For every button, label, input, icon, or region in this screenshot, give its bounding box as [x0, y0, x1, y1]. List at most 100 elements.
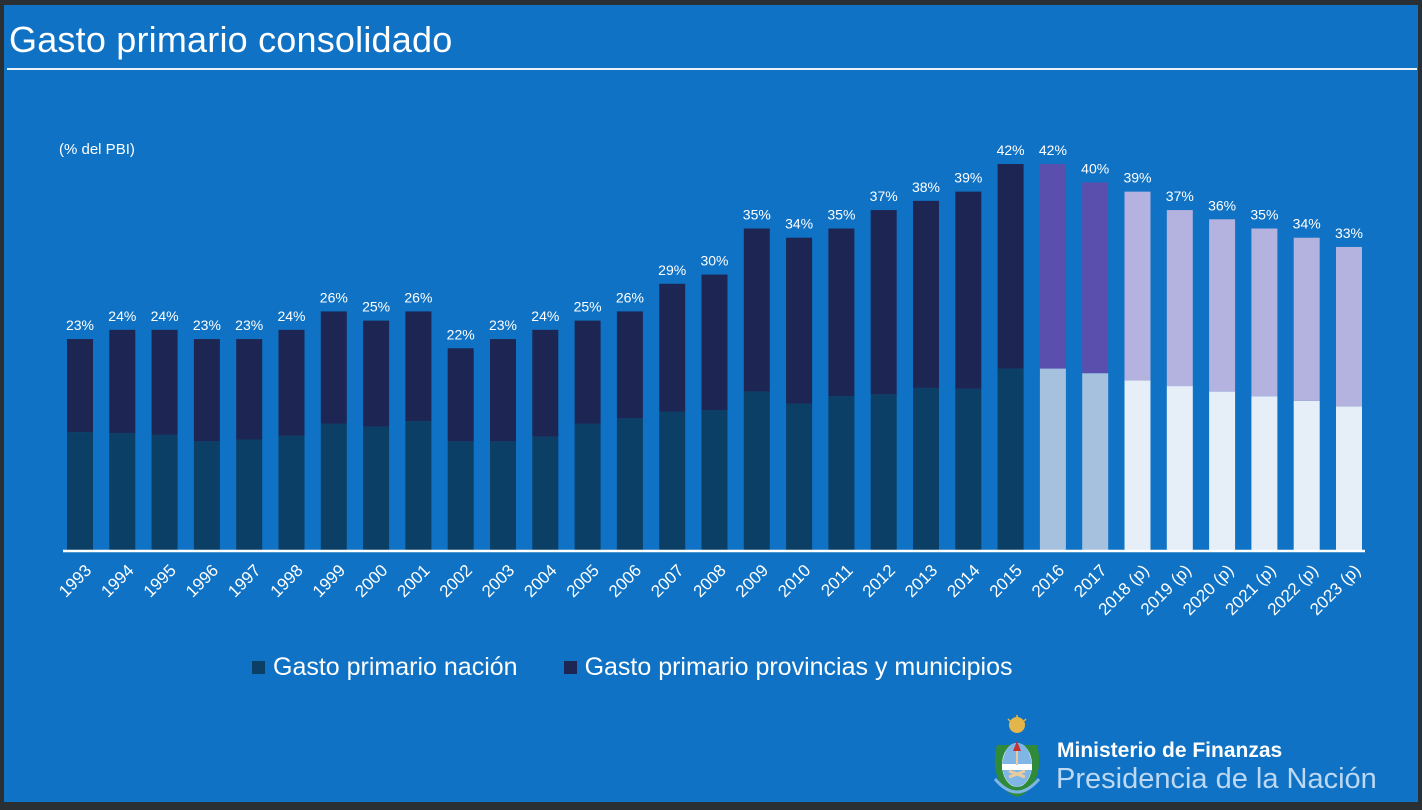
- data-label-2013: 38%: [912, 179, 940, 195]
- y-axis-unit-label: (% del PBI): [59, 141, 135, 158]
- data-label-2007: 29%: [658, 262, 686, 278]
- bar-provincias-2005: [574, 320, 601, 424]
- data-label-2010: 34%: [785, 216, 813, 232]
- bar-nacion-2013: [913, 387, 939, 551]
- data-label-2019p: 37%: [1166, 188, 1194, 204]
- x-tick-2011: 2011: [817, 561, 856, 600]
- data-label-2015: 42%: [997, 142, 1025, 158]
- legend-label-provincias: Gasto primario provincias y municipios: [584, 653, 1013, 681]
- x-tick-2007: 2007: [647, 561, 687, 601]
- data-label-2017: 40%: [1081, 160, 1109, 176]
- x-tick-1998: 1998: [267, 561, 307, 601]
- bar-provincias-1995: [151, 329, 178, 435]
- x-tick-1997: 1997: [224, 561, 264, 601]
- bar-provincias-2020p: [1209, 219, 1236, 392]
- bar-provincias-1998: [278, 329, 305, 436]
- bar-provincias-2014: [955, 191, 982, 389]
- bar-nacion-2005: [574, 423, 601, 551]
- data-label-2008: 30%: [700, 253, 728, 269]
- bar-nacion-2023p: [1336, 406, 1362, 551]
- bar-provincias-1994: [109, 329, 136, 434]
- x-tick-2005: 2005: [563, 561, 603, 601]
- bar-nacion-2007: [659, 411, 686, 551]
- data-label-1993: 23%: [66, 317, 94, 333]
- x-tick-2002: 2002: [436, 561, 476, 601]
- data-label-2018p: 39%: [1123, 170, 1151, 186]
- data-label-2011: 35%: [827, 207, 855, 223]
- legend-label-nacion: Gasto primario nación: [273, 653, 518, 681]
- bar-nacion-2003: [490, 441, 516, 551]
- bar-nacion-2002: [447, 441, 474, 551]
- bar-provincias-2010: [786, 237, 813, 404]
- bar-nacion-2016: [1039, 368, 1066, 551]
- bar-provincias-2019p: [1166, 210, 1193, 387]
- bar-provincias-2023p: [1336, 246, 1362, 407]
- bar-provincias-2016: [1039, 164, 1066, 369]
- bar-provincias-2009: [743, 228, 770, 392]
- bar-provincias-2018p: [1124, 191, 1151, 381]
- legend-swatch-nacion: [252, 661, 265, 674]
- data-label-2000: 25%: [362, 299, 390, 315]
- bar-nacion-1999: [320, 423, 347, 551]
- x-tick-2003: 2003: [478, 561, 518, 601]
- x-tick-2012: 2012: [859, 561, 899, 601]
- bar-nacion-2000: [363, 426, 390, 551]
- data-label-2014: 39%: [954, 170, 982, 186]
- bar-nacion-1994: [109, 433, 136, 551]
- data-label-2002: 22%: [447, 326, 475, 342]
- bar-provincias-2017: [1082, 182, 1109, 374]
- bar-provincias-2004: [532, 329, 559, 437]
- legend-swatch-provincias: [563, 661, 577, 674]
- bar-nacion-2019p: [1166, 386, 1193, 551]
- bar-nacion-2022p: [1293, 400, 1320, 551]
- bar-provincias-2012: [870, 210, 897, 395]
- x-tick-2013: 2013: [901, 561, 941, 601]
- data-label-1999: 26%: [320, 289, 348, 305]
- bar-nacion-1998: [278, 435, 305, 551]
- x-tick-2000: 2000: [351, 561, 391, 601]
- bar-nacion-2004: [532, 436, 559, 551]
- legend-item-provincias: Gasto primario provincias y municipios: [563, 653, 1013, 682]
- data-label-2022p: 34%: [1293, 216, 1321, 232]
- presidency-name: Presidencia de la Nación: [1056, 763, 1377, 795]
- x-tick-2006: 2006: [605, 561, 645, 601]
- x-tick-2014: 2014: [943, 561, 983, 601]
- bar-nacion-2006: [616, 418, 643, 551]
- bar-nacion-2011: [828, 396, 855, 551]
- bar-provincias-2003: [490, 339, 516, 442]
- bar-provincias-1997: [236, 339, 263, 440]
- bar-nacion-2018p: [1124, 380, 1151, 551]
- stacked-bar-chart: 23% 1993 24% 1994 24% 1995 23% 1996 23% 1997 24% 19…: [55, 142, 1365, 619]
- data-label-2020p: 36%: [1208, 197, 1236, 213]
- data-label-2023p: 33%: [1335, 225, 1363, 241]
- bar-provincias-1999: [320, 311, 347, 424]
- bar-provincias-2013: [913, 200, 939, 388]
- x-tick-1995: 1995: [140, 561, 180, 601]
- bar-nacion-2014: [955, 388, 982, 551]
- bar-nacion-2020p: [1209, 391, 1236, 551]
- data-label-2009: 35%: [743, 207, 771, 223]
- page-title: Gasto primario consolidado: [9, 19, 453, 60]
- title-divider: [7, 68, 1417, 70]
- x-tick-2010: 2010: [774, 561, 814, 601]
- data-label-2012: 37%: [870, 188, 898, 204]
- bar-nacion-2001: [405, 421, 432, 551]
- bar-nacion-1996: [193, 441, 220, 551]
- bar-nacion-2009: [743, 391, 770, 551]
- data-label-2004: 24%: [531, 308, 559, 324]
- legend-item-nacion: Gasto primario nación: [252, 653, 518, 682]
- x-tick-2016: 2016: [1028, 561, 1068, 601]
- x-tick-1994: 1994: [97, 561, 137, 601]
- bar-provincias-2000: [363, 320, 390, 427]
- bar-provincias-1996: [193, 339, 220, 442]
- x-tick-2001: 2001: [394, 561, 434, 601]
- bar-nacion-2008: [701, 410, 728, 551]
- bar-provincias-2011: [828, 228, 855, 397]
- data-label-2003: 23%: [489, 317, 517, 333]
- bar-provincias-2008: [701, 274, 728, 411]
- data-label-2016: 42%: [1039, 142, 1067, 158]
- bar-provincias-2001: [405, 311, 432, 422]
- chart-legend: Gasto primario nación Gasto primario pro…: [252, 653, 1059, 682]
- bar-provincias-2002: [447, 348, 474, 442]
- bar-provincias-2021p: [1251, 228, 1278, 397]
